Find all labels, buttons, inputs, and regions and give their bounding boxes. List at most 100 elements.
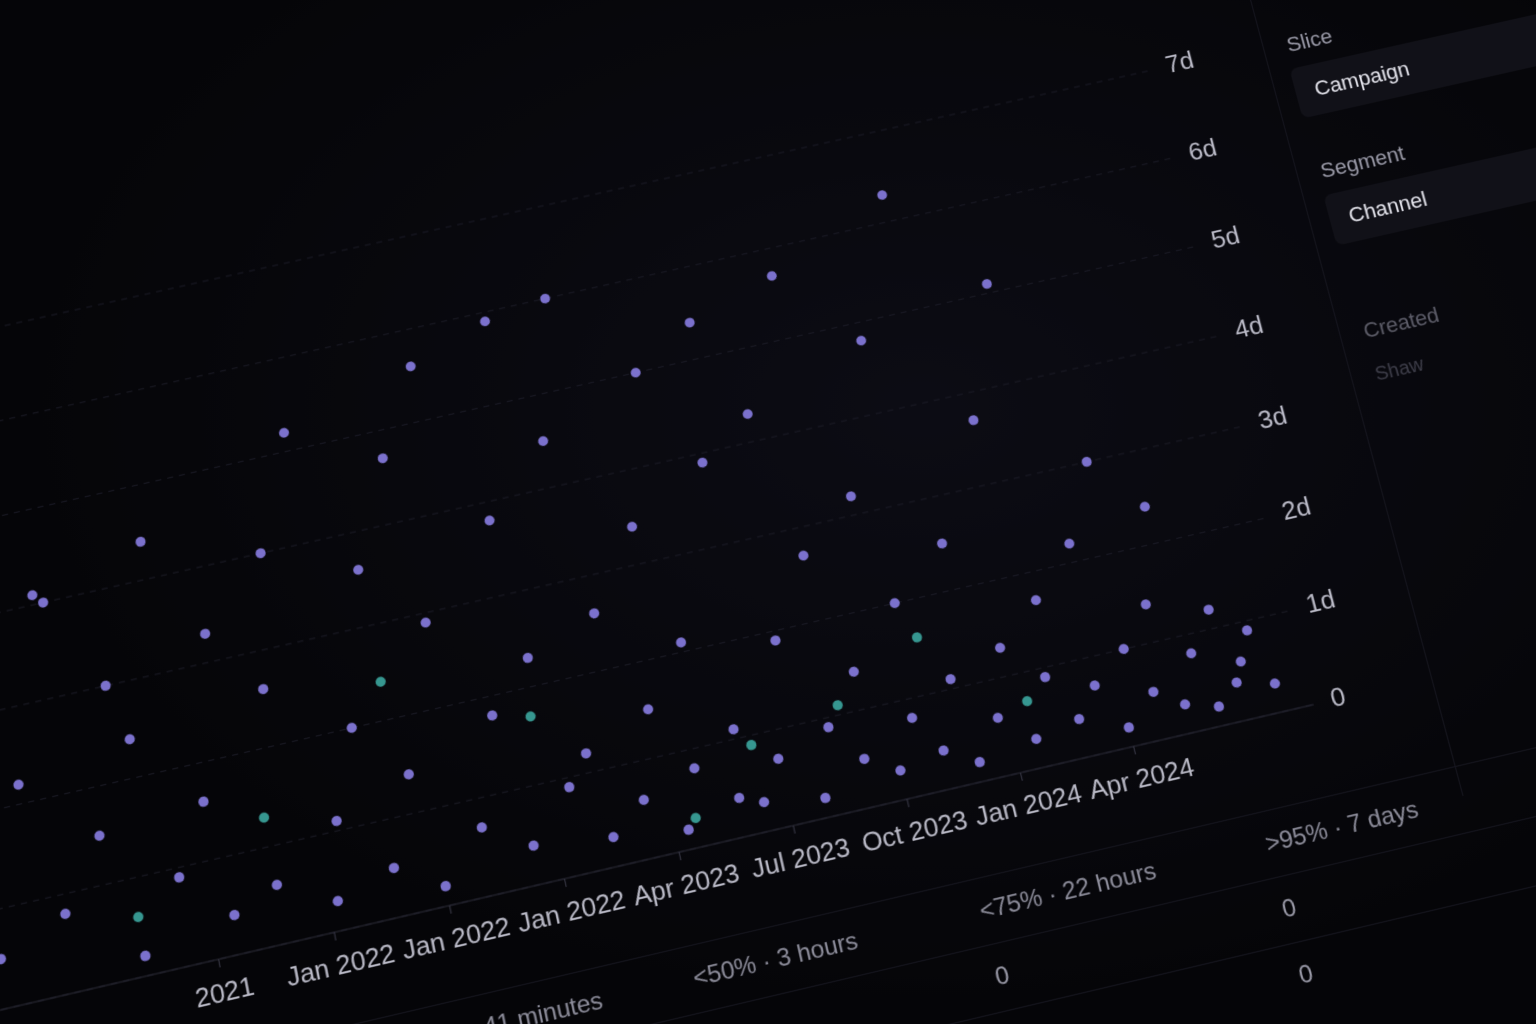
x-tick	[219, 959, 221, 967]
point	[847, 665, 860, 678]
point	[1185, 647, 1198, 660]
point	[1117, 643, 1130, 656]
x-tick	[565, 879, 567, 887]
point	[769, 634, 782, 647]
x-tick	[334, 932, 336, 940]
point	[1178, 698, 1192, 711]
point	[1230, 676, 1243, 689]
point	[689, 811, 702, 825]
point	[936, 538, 947, 549]
grid-line	[0, 158, 1172, 461]
point	[419, 616, 432, 629]
point	[758, 796, 771, 809]
y-tick-label: 6d	[1185, 134, 1219, 166]
point	[696, 456, 709, 469]
point	[475, 821, 488, 834]
point	[855, 334, 868, 347]
point	[607, 830, 620, 844]
created-label: Created	[1360, 302, 1442, 343]
point	[765, 270, 778, 282]
point	[1212, 700, 1226, 713]
point	[683, 316, 696, 329]
point	[1021, 695, 1034, 708]
point	[1268, 677, 1282, 690]
point	[486, 709, 499, 722]
point	[944, 673, 957, 686]
y-tick-label: 3d	[1255, 401, 1290, 434]
point	[257, 683, 270, 696]
point	[629, 366, 642, 379]
x-tick-label: Apr 2024	[1086, 753, 1197, 806]
point	[894, 764, 907, 777]
point	[876, 189, 889, 201]
point	[197, 795, 210, 808]
point	[485, 516, 496, 526]
point	[588, 607, 601, 620]
x-tick-label: Jan 2024	[972, 779, 1085, 832]
point	[1039, 671, 1052, 684]
y-tick-label: 4d	[1232, 311, 1267, 344]
x-tick	[450, 906, 452, 914]
point	[59, 907, 72, 921]
point	[888, 597, 901, 610]
y-tick-label: 5d	[1208, 222, 1242, 255]
point	[675, 636, 688, 649]
point	[132, 910, 145, 924]
point	[1029, 594, 1043, 607]
point	[637, 793, 650, 807]
point	[1147, 685, 1160, 698]
point	[1030, 732, 1043, 746]
y-tick-label: 7d	[1163, 47, 1197, 79]
point	[404, 360, 417, 373]
point	[733, 791, 746, 805]
point	[905, 711, 919, 724]
point	[831, 699, 844, 712]
point	[1122, 721, 1136, 734]
point	[627, 522, 638, 532]
grid-line	[0, 427, 1242, 741]
point	[980, 278, 993, 290]
point	[278, 427, 290, 439]
x-tick-label: Jul 2023	[749, 833, 853, 884]
point	[331, 894, 344, 908]
point	[539, 292, 551, 305]
x-tick-label: Jan 2022	[515, 885, 628, 939]
point	[910, 631, 924, 644]
x-tick-label: Oct 2023	[859, 805, 970, 858]
point	[1240, 624, 1254, 637]
point	[374, 675, 387, 688]
point	[797, 549, 810, 562]
point	[991, 711, 1004, 725]
point	[228, 908, 241, 922]
point	[26, 589, 39, 602]
point	[387, 861, 400, 875]
point	[822, 721, 835, 734]
point	[844, 490, 857, 503]
y-tick-label: 0	[1327, 682, 1348, 713]
point	[1202, 603, 1215, 616]
point	[527, 839, 540, 852]
point	[642, 703, 655, 716]
point	[688, 762, 701, 775]
x-tick	[793, 826, 795, 834]
point	[741, 408, 754, 420]
point	[1234, 655, 1247, 668]
point	[1139, 598, 1152, 611]
point	[479, 315, 491, 328]
point	[352, 563, 365, 576]
x-tick	[679, 852, 681, 860]
grid-line	[0, 247, 1195, 553]
point	[0, 952, 7, 966]
point	[93, 829, 106, 842]
point	[580, 747, 593, 760]
point	[967, 414, 980, 427]
point	[521, 651, 534, 665]
point	[37, 596, 49, 609]
x-tick-label: 2021	[193, 971, 257, 1014]
point	[745, 738, 758, 752]
point	[682, 823, 695, 836]
grid-line	[0, 71, 1149, 370]
y-tick-label: 2d	[1279, 493, 1314, 527]
